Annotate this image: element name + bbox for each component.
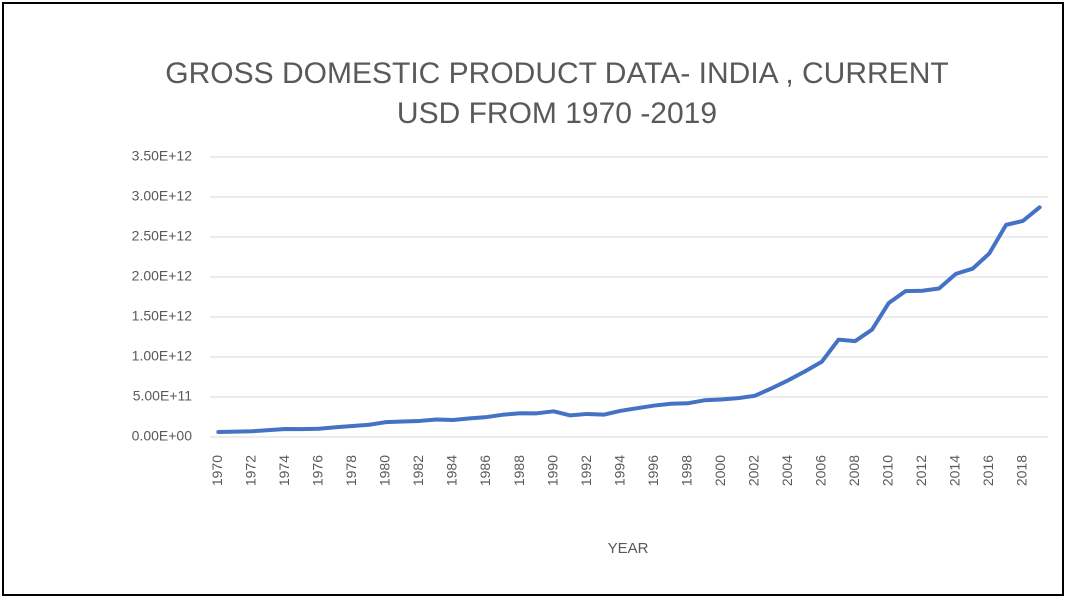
x-tick-label: 2016 <box>980 455 996 486</box>
x-tick-label: 1996 <box>645 455 661 486</box>
x-tick-label: 1978 <box>343 455 359 486</box>
y-tick-label: 0.00E+00 <box>132 428 193 444</box>
x-tick-label: 2010 <box>879 455 895 486</box>
x-axis-label: YEAR <box>608 540 649 557</box>
x-tick-label: 2004 <box>779 455 795 486</box>
x-tick-label: 1980 <box>377 455 393 486</box>
data-line <box>216 205 1042 435</box>
x-tick-label: 2014 <box>947 455 963 486</box>
chart-title: USD FROM 1970 -2019 <box>397 97 717 130</box>
x-tick-label: 2012 <box>913 455 929 486</box>
x-tick-label: 1992 <box>578 455 594 486</box>
y-tick-label: 3.50E+12 <box>132 148 193 164</box>
y-tick-label: 2.00E+12 <box>132 268 193 284</box>
x-tick-label: 2006 <box>812 455 828 486</box>
x-tick-label: 1994 <box>611 455 627 486</box>
x-tick-label: 1998 <box>678 455 694 486</box>
y-tick-label: 1.50E+12 <box>132 308 193 324</box>
x-tick-label: 2000 <box>712 455 728 486</box>
chart-title: GROSS DOMESTIC PRODUCT DATA- INDIA , CUR… <box>165 57 948 90</box>
x-tick-label: 1990 <box>544 455 560 486</box>
x-tick-label: 2008 <box>846 455 862 486</box>
x-tick-label: 1982 <box>410 455 426 486</box>
x-tick-label: 1984 <box>444 455 460 486</box>
x-tick-label: 1988 <box>511 455 527 486</box>
x-tick-label: 1974 <box>276 455 292 486</box>
x-tick-label: 1976 <box>310 455 326 486</box>
y-tick-label: 2.50E+12 <box>132 228 193 244</box>
y-tick-label: 3.00E+12 <box>132 188 193 204</box>
y-tick-label: 1.00E+12 <box>132 348 193 364</box>
x-tick-label: 1986 <box>477 455 493 486</box>
x-tick-label: 1972 <box>243 455 259 486</box>
y-tick-label: 5.00E+11 <box>133 388 193 404</box>
x-tick-label: 2002 <box>745 455 761 486</box>
x-tick-label: 2018 <box>1014 455 1030 486</box>
x-tick-label: 1970 <box>209 455 225 486</box>
